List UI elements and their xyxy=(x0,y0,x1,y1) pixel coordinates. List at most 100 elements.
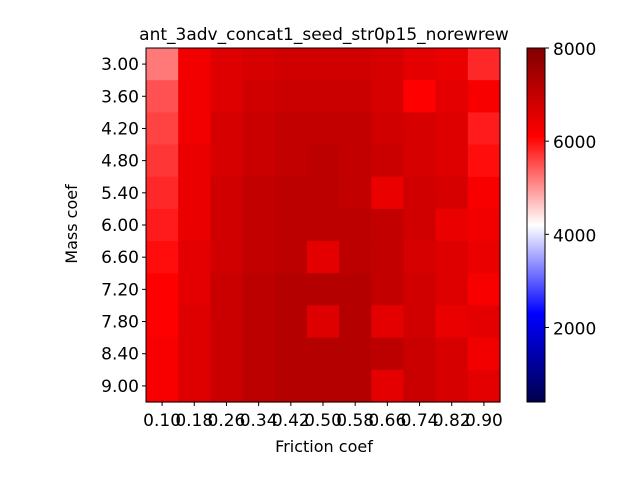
heatmap-cell xyxy=(435,337,469,371)
heatmap-cell xyxy=(371,176,405,210)
heatmap-cell xyxy=(242,48,276,81)
heatmap-cell xyxy=(146,369,179,403)
heatmap-cell xyxy=(403,369,437,403)
heatmap-cell xyxy=(178,208,211,242)
y-tick-label: 7.80 xyxy=(101,313,139,333)
heatmap-cell xyxy=(178,241,211,274)
heatmap-cell xyxy=(339,241,372,274)
heatmap-cell xyxy=(435,80,469,113)
heatmap-cell xyxy=(178,369,211,403)
heatmap-cell xyxy=(403,80,437,113)
heatmap-cell xyxy=(467,369,501,403)
y-tick-label: 6.00 xyxy=(101,216,139,236)
heatmap-cell xyxy=(403,208,437,242)
colorbar-ticks: 2000 4000 6000 8000 xyxy=(545,40,596,339)
heatmap-cell xyxy=(403,241,437,274)
y-tick-label: 8.40 xyxy=(101,345,139,365)
y-tick-label: 4.80 xyxy=(101,152,139,172)
heatmap-cell xyxy=(146,80,179,113)
heatmap-cell xyxy=(210,48,244,81)
heatmap-cell xyxy=(178,305,211,339)
heatmap-cell xyxy=(339,112,372,146)
x-tick-label: 0.74 xyxy=(401,411,439,431)
heatmap-cell xyxy=(339,176,372,210)
heatmap-cell xyxy=(371,80,405,113)
y-tick-label: 7.20 xyxy=(101,280,139,300)
x-tick-label: 0.58 xyxy=(336,411,374,431)
heatmap-cell xyxy=(242,112,276,146)
heatmap-cell xyxy=(339,369,372,403)
heatmap-cell xyxy=(274,80,308,113)
heatmap-cell xyxy=(435,48,469,81)
heatmap-cell xyxy=(242,80,276,113)
heatmap-cell xyxy=(435,176,469,210)
heatmap-cell xyxy=(178,48,211,81)
heatmap-cell xyxy=(435,208,469,242)
x-tick-label: 0.26 xyxy=(208,411,246,431)
heatmap-cell xyxy=(467,112,501,146)
heatmap-cell xyxy=(403,305,437,339)
x-tick-label: 0.50 xyxy=(304,411,342,431)
heatmap-cell xyxy=(146,144,179,178)
heatmap-cell xyxy=(242,241,276,274)
heatmap-cell xyxy=(146,273,179,307)
heatmap-cell xyxy=(435,305,469,339)
heatmap-cell xyxy=(306,144,340,178)
heatmap-cell xyxy=(146,112,179,146)
y-tick-label: 9.00 xyxy=(101,377,139,397)
heatmap-cell xyxy=(210,176,244,210)
heatmap-cell xyxy=(371,144,405,178)
heatmap-cell xyxy=(146,305,179,339)
heatmap-cell xyxy=(210,241,244,274)
heatmap-cell xyxy=(146,48,179,81)
y-axis-label: Mass coef xyxy=(62,184,81,264)
heatmap-cell xyxy=(435,241,469,274)
heatmap-cell xyxy=(178,144,211,178)
heatmap-cell xyxy=(435,144,469,178)
colorbar-tick-label: 6000 xyxy=(553,133,596,153)
heatmap-cell xyxy=(467,241,501,274)
heatmap-cell xyxy=(210,80,244,113)
heatmap-cell xyxy=(306,369,340,403)
heatmap-cell xyxy=(467,337,501,371)
heatmap-cell xyxy=(178,176,211,210)
heatmap-cell xyxy=(403,273,437,307)
x-tick-label: 0.18 xyxy=(175,411,213,431)
heatmap-cell xyxy=(274,273,308,307)
heatmap-cell xyxy=(403,337,437,371)
heatmap-cell xyxy=(274,144,308,178)
y-tick-label: 3.60 xyxy=(101,87,139,107)
heatmap-cell xyxy=(242,176,276,210)
heatmap-cell xyxy=(178,337,211,371)
heatmap-cell xyxy=(403,48,437,81)
heatmap-cell xyxy=(339,273,372,307)
heatmap-cell xyxy=(210,337,244,371)
heatmap-cell xyxy=(467,273,501,307)
heatmap-cell xyxy=(178,112,211,146)
x-tick-label: 0.66 xyxy=(368,411,406,431)
heatmap-cell xyxy=(146,176,179,210)
heatmap-cell xyxy=(210,369,244,403)
heatmap-cell xyxy=(306,112,340,146)
heatmap-cell xyxy=(274,369,308,403)
heatmap-cell xyxy=(467,48,501,81)
x-tick-label: 0.34 xyxy=(240,411,278,431)
heatmap-cell xyxy=(435,112,469,146)
heatmap-cell xyxy=(146,208,179,242)
heatmap-cell xyxy=(306,80,340,113)
colorbar xyxy=(526,47,546,403)
colorbar-tick-label: 8000 xyxy=(553,40,596,60)
x-tick-label: 0.82 xyxy=(433,411,471,431)
heatmap-cell xyxy=(371,208,405,242)
y-tick-label: 3.00 xyxy=(101,55,139,75)
heatmap-cell xyxy=(146,337,179,371)
x-tick-label: 0.10 xyxy=(143,411,181,431)
heatmap-cell xyxy=(371,273,405,307)
heatmap-cell xyxy=(178,80,211,113)
heatmap-cell xyxy=(339,337,372,371)
heatmap-cell xyxy=(435,273,469,307)
heatmap-cell xyxy=(210,305,244,339)
x-axis-label: Friction coef xyxy=(275,437,373,456)
heatmap-cell xyxy=(274,208,308,242)
heatmap-cell xyxy=(242,337,276,371)
